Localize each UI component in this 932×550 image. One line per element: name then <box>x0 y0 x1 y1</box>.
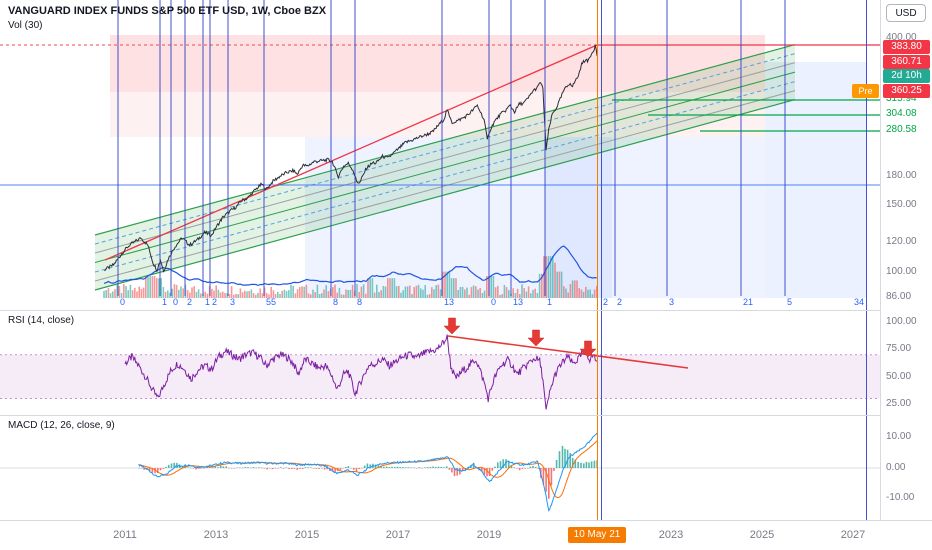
down-arrow-icon <box>527 329 545 347</box>
rsi-axis-label: 50.00 <box>886 371 912 382</box>
symbol-title: VANGUARD INDEX FUNDS S&P 500 ETF USD, 1W… <box>8 5 327 17</box>
rsi-indicator-label: RSI (14, close) <box>8 315 75 326</box>
currency-toggle-button[interactable]: USD <box>886 4 926 22</box>
pane-separator[interactable] <box>0 310 932 311</box>
macd-axis-label: 0.00 <box>886 462 906 473</box>
fib-timezone-line-full <box>866 0 867 520</box>
price-axis[interactable]: 400.00 180.00 150.00 120.00 100.00 86.00 100.0… <box>880 0 932 520</box>
price-badge-premarket-price: 360.25 <box>883 84 930 98</box>
time-axis-year-label: 2019 <box>476 529 502 541</box>
macd-axis-label: 10.00 <box>886 431 912 442</box>
green-target-lines <box>612 99 880 132</box>
macd-indicator-label: MACD (12, 26, close, 9) <box>8 420 115 431</box>
fib-timezone-line-full <box>601 0 602 520</box>
price-series-line <box>104 44 598 273</box>
svg-text:2: 2 <box>187 297 192 307</box>
premarket-chip: Pre <box>852 84 879 98</box>
svg-text:1: 1 <box>162 297 167 307</box>
rsi-line <box>124 334 598 410</box>
svg-text:3: 3 <box>230 297 235 307</box>
price-badge-last-price: 360.71 <box>883 55 930 69</box>
down-arrow-icon <box>579 340 597 358</box>
price-axis-label: 150.00 <box>886 199 917 210</box>
rsi-axis-label: 75.00 <box>886 343 912 354</box>
volume-bars <box>103 256 598 298</box>
pane-separator[interactable] <box>0 415 932 416</box>
svg-text:1: 1 <box>547 297 552 307</box>
svg-text:2: 2 <box>603 297 608 307</box>
current-date-line <box>597 0 598 520</box>
time-axis-year-label: 2017 <box>385 529 411 541</box>
price-axis-label: 86.00 <box>886 291 912 302</box>
volume-ma-line <box>103 245 597 287</box>
price-axis-label: 180.00 <box>886 170 917 181</box>
price-badge-bar-countdown: 2d 10h <box>883 69 930 83</box>
time-axis-year-label: 2015 <box>294 529 320 541</box>
price-level-label: 280.58 <box>886 124 917 135</box>
svg-text:1: 1 <box>205 297 210 307</box>
rsi-axis-label: 100.00 <box>886 316 917 327</box>
macd-line <box>138 432 598 512</box>
svg-text:21: 21 <box>743 297 753 307</box>
svg-text:55: 55 <box>266 297 276 307</box>
svg-text:8: 8 <box>333 297 338 307</box>
price-axis-label: 120.00 <box>886 236 917 247</box>
trend-channel <box>94 44 796 291</box>
rsi-pane-canvas[interactable] <box>0 311 880 415</box>
fib-timezone-lines: 0 1 0 2 1 2 3 55 8 8 13 0 13 1 2 3 21 52 34 <box>117 0 864 307</box>
svg-text:5: 5 <box>787 297 792 307</box>
rsi-axis-label: 25.00 <box>886 398 912 409</box>
volume-indicator-label: Vol (30) <box>8 20 43 31</box>
time-axis-year-label: 2025 <box>749 529 775 541</box>
rsi-band <box>0 354 880 399</box>
svg-text:2: 2 <box>212 297 217 307</box>
svg-text:34: 34 <box>854 297 864 307</box>
red-trend-lines <box>0 44 880 261</box>
time-axis-year-label: 2013 <box>203 529 229 541</box>
rsi-trendline <box>447 335 689 369</box>
svg-text:3: 3 <box>669 297 674 307</box>
macd-signal-line <box>138 440 598 499</box>
svg-text:0: 0 <box>491 297 496 307</box>
svg-text:0: 0 <box>120 297 125 307</box>
macd-axis-label: -10.00 <box>886 492 915 503</box>
svg-text:0: 0 <box>173 297 178 307</box>
time-axis-year-label: 2023 <box>658 529 684 541</box>
macd-pane-canvas[interactable] <box>0 416 880 520</box>
selected-date-badge: 10 May 21 <box>568 527 626 543</box>
time-axis-year-label: 2027 <box>840 529 866 541</box>
price-level-label: 315.94 <box>886 93 917 104</box>
price-badge-alert-price: 383.80 <box>883 40 930 54</box>
price-axis-label: 400.00 <box>886 32 917 43</box>
time-axis-year-label: 2011 <box>113 529 137 541</box>
svg-text:8: 8 <box>357 297 362 307</box>
time-axis[interactable]: 10 May 21 2011 2013 2015 2017 2019 2023 2025 20… <box>0 520 932 550</box>
price-level-label: 304.08 <box>886 108 917 119</box>
main-price-pane-canvas[interactable]: 0 1 0 2 1 2 3 55 8 8 13 0 13 1 2 3 21 52 34 <box>0 0 880 310</box>
price-axis-label: 100.00 <box>886 266 917 277</box>
svg-text:13: 13 <box>513 297 523 307</box>
svg-text:13: 13 <box>444 297 454 307</box>
svg-text:2: 2 <box>617 297 622 307</box>
down-arrow-icon <box>443 317 461 335</box>
